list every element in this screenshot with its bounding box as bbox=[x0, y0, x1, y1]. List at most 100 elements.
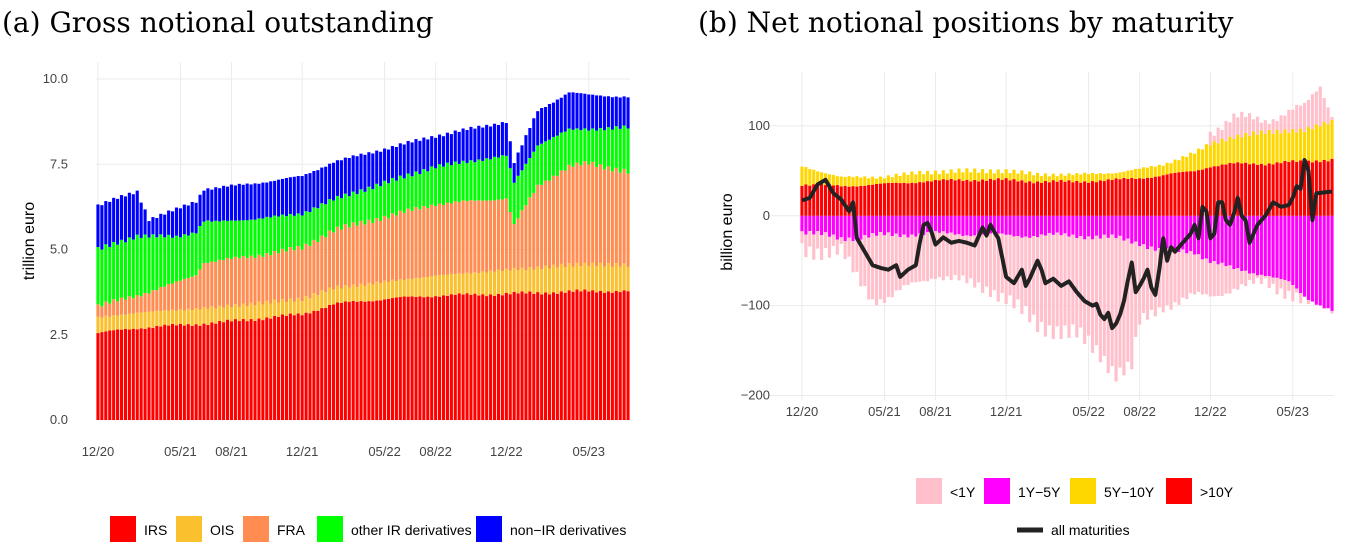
panel-a-bar-non-ir-derivatives bbox=[237, 183, 241, 221]
panel-b-bar-lt1y bbox=[1189, 250, 1193, 294]
panel-a-bar-non-ir-derivatives bbox=[410, 142, 414, 177]
panel-a-bar-ois bbox=[575, 262, 579, 290]
panel-b-bar-1y-5y bbox=[823, 215, 828, 233]
panel-b-bar-gt10y bbox=[1035, 181, 1040, 216]
panel-b-bar-1y-5y bbox=[1110, 215, 1114, 235]
panel-b-bar-1y-5y bbox=[808, 215, 812, 232]
panel-b-bar-lt1y bbox=[1244, 116, 1248, 133]
panel-a-bar-fra bbox=[367, 219, 371, 283]
panel-b-bar-gt10y bbox=[1302, 162, 1307, 216]
panel-b-bar-5y-10y bbox=[898, 175, 902, 184]
panel-a-bar-irs bbox=[253, 320, 257, 420]
panel-b-bar-lt1y bbox=[953, 234, 957, 276]
panel-b-bar-1y-5y bbox=[1145, 215, 1150, 250]
panel-b-bar-gt10y bbox=[894, 182, 898, 216]
panel-b-bar-lt1y bbox=[1169, 251, 1173, 310]
panel-b-bar-5y-10y bbox=[1193, 153, 1197, 172]
panel-a-bar-irs bbox=[544, 292, 548, 420]
panel-b-bar-1y-5y bbox=[1283, 215, 1287, 280]
panel-b-bar-1y-5y bbox=[1255, 215, 1259, 276]
panel-a-bar-irs bbox=[386, 298, 391, 420]
panel-b-bar-5y-10y bbox=[875, 178, 879, 184]
panel-a-bar-non-ir-derivatives bbox=[108, 201, 112, 247]
panel-b-bar-5y-10y bbox=[831, 174, 835, 186]
panel-b-bar-5y-10y bbox=[1016, 173, 1020, 182]
panel-b-bar-1y-5y bbox=[878, 215, 883, 233]
panel-a-bar-other-ir-derivatives bbox=[449, 165, 453, 204]
panel-a-bar-other-ir-derivatives bbox=[210, 221, 214, 262]
panel-b-title: (b) Net notional positions by maturity bbox=[698, 6, 1234, 39]
panel-a-bar-fra bbox=[186, 278, 190, 309]
panel-b-bar-5y-10y bbox=[1299, 128, 1303, 161]
panel-b-bar-5y-10y bbox=[1106, 173, 1110, 180]
panel-b-bar-5y-10y bbox=[882, 178, 886, 184]
panel-a-bar-ois bbox=[324, 292, 328, 308]
panel-a-bar-fra bbox=[402, 212, 406, 281]
panel-a-bar-non-ir-derivatives bbox=[233, 185, 237, 221]
panel-b-ytick: −200 bbox=[741, 388, 770, 403]
panel-a-bar-fra bbox=[198, 269, 202, 310]
panel-a-bar-non-ir-derivatives bbox=[504, 122, 508, 156]
panel-a-bar-irs bbox=[328, 304, 332, 420]
panel-b-bar-5y-10y bbox=[1306, 126, 1311, 161]
panel-b-bar-1y-5y bbox=[1067, 215, 1071, 237]
panel-a-bar-other-ir-derivatives bbox=[610, 129, 614, 172]
panel-a-bar-fra bbox=[418, 209, 422, 279]
panel-a-bar-irs bbox=[575, 289, 579, 420]
panel-b-bar-5y-10y bbox=[1330, 119, 1334, 159]
panel-a-bar-ois bbox=[112, 315, 116, 331]
panel-a-bar-non-ir-derivatives bbox=[489, 126, 493, 160]
panel-a-bar-other-ir-derivatives bbox=[418, 174, 422, 210]
panel-b-bar-gt10y bbox=[1102, 181, 1106, 216]
panel-b-bar-gt10y bbox=[1012, 179, 1016, 216]
panel-b-bar-5y-10y bbox=[1079, 174, 1083, 183]
panel-a-bar-fra bbox=[414, 207, 418, 278]
panel-a-bar-non-ir-derivatives bbox=[394, 146, 398, 181]
panel-b-bar-lt1y bbox=[1181, 249, 1185, 298]
panel-b-bar-1y-5y bbox=[812, 215, 816, 235]
panel-b-bar-lt1y bbox=[1212, 135, 1216, 142]
panel-b-bar-gt10y bbox=[1220, 164, 1224, 216]
panel-b-bar-5y-10y bbox=[969, 172, 973, 182]
panel-a-bar-fra bbox=[536, 184, 540, 267]
panel-a-bar-irs bbox=[320, 308, 324, 420]
panel-a-bar-ois bbox=[485, 272, 489, 297]
panel-b-bar-gt10y bbox=[1263, 165, 1267, 216]
panel-b-bar-1y-5y bbox=[1043, 215, 1047, 236]
panel-a-bar-fra bbox=[606, 166, 610, 263]
panel-a-bar-ois bbox=[426, 277, 430, 297]
panel-b-bar-lt1y bbox=[1295, 105, 1299, 133]
panel-a-bar-other-ir-derivatives bbox=[473, 162, 477, 201]
panel-a-bar-fra bbox=[202, 262, 206, 308]
panel-a-bar-ois bbox=[214, 308, 218, 324]
panel-a-bar-non-ir-derivatives bbox=[355, 156, 359, 195]
panel-b-bar-1y-5y bbox=[831, 215, 835, 235]
panel-b-bar-5y-10y bbox=[1248, 136, 1252, 165]
panel-a-bar-fra bbox=[516, 218, 520, 271]
panel-a-bar-other-ir-derivatives bbox=[485, 158, 489, 201]
panel-b-bar-5y-10y bbox=[1283, 129, 1287, 161]
panel-a-bar-ois bbox=[512, 267, 516, 292]
panel-b-xtick: 08/22 bbox=[1123, 404, 1156, 419]
panel-b-bar-gt10y bbox=[992, 180, 996, 216]
panel-a-bar-non-ir-derivatives bbox=[123, 196, 128, 243]
panel-b-bar-5y-10y bbox=[1291, 128, 1295, 161]
panel-a-bar-non-ir-derivatives bbox=[296, 176, 300, 214]
panel-b-bar-5y-10y bbox=[918, 170, 922, 183]
panel-b-bar-lt1y bbox=[902, 234, 906, 286]
panel-a-bar-other-ir-derivatives bbox=[445, 162, 449, 203]
panel-a-bar-ois bbox=[139, 312, 143, 329]
panel-a-bar-irs bbox=[202, 323, 206, 420]
panel-b-bar-1y-5y bbox=[1326, 215, 1330, 309]
panel-b-bar-5y-10y bbox=[922, 174, 926, 183]
panel-a-bar-other-ir-derivatives bbox=[186, 235, 190, 279]
panel-a-bar-fra bbox=[163, 286, 167, 311]
panel-b-bar-1y-5y bbox=[914, 215, 918, 237]
panel-a-bar-other-ir-derivatives bbox=[520, 170, 524, 211]
panel-b-bar-1y-5y bbox=[1236, 215, 1240, 269]
panel-a-bar-other-ir-derivatives bbox=[100, 249, 104, 307]
panel-b-bar-1y-5y bbox=[1169, 215, 1173, 252]
panel-b-bar-gt10y bbox=[961, 180, 965, 216]
panel-a-bar-non-ir-derivatives bbox=[512, 163, 516, 183]
